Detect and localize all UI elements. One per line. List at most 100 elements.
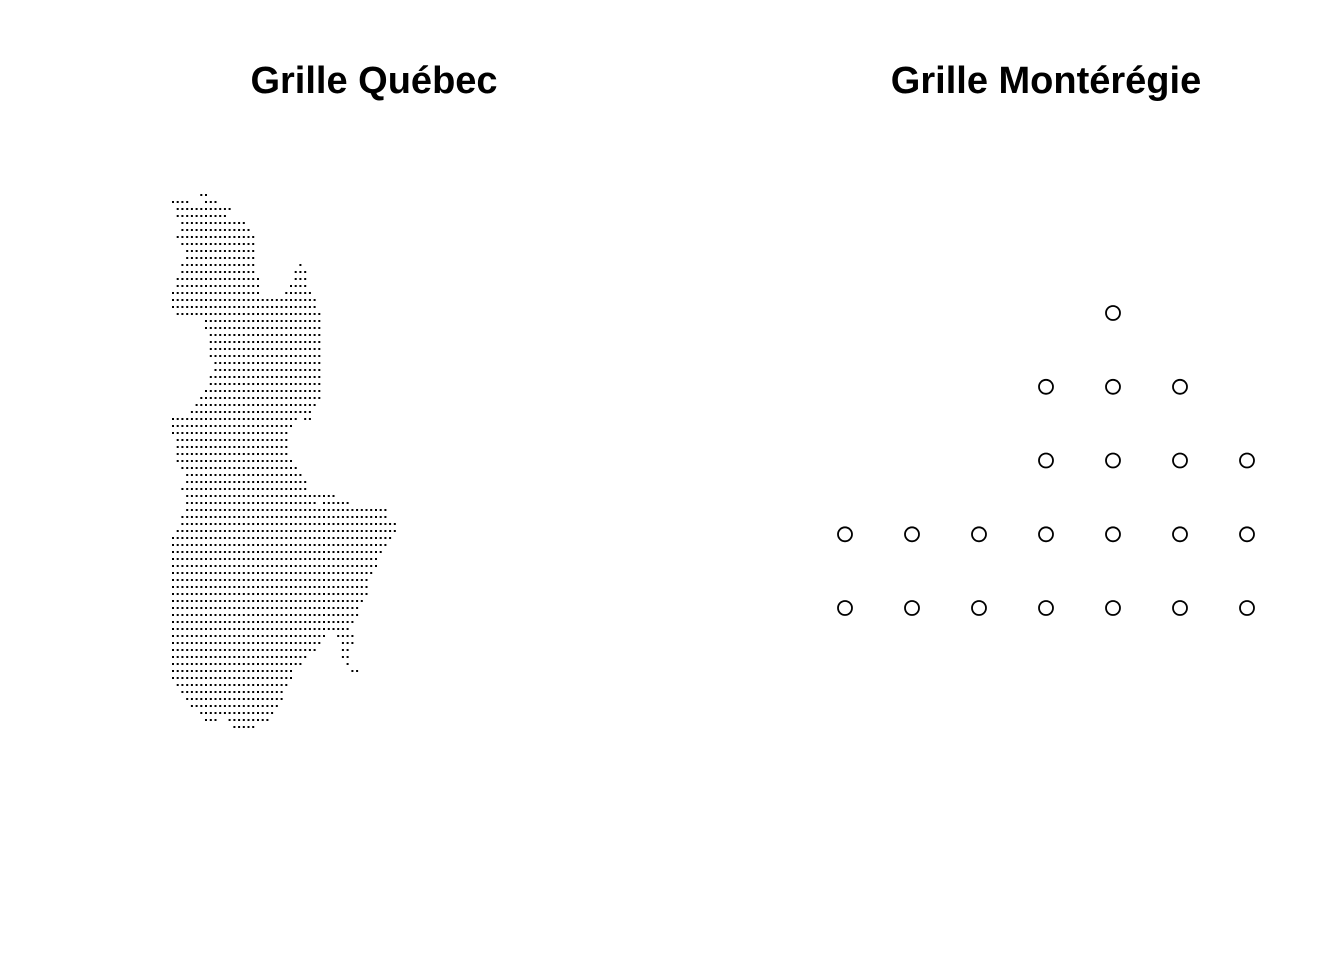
quebec-grid-point: [275, 607, 278, 609]
quebec-grid-point: [252, 481, 255, 483]
quebec-grid-point: [209, 607, 212, 609]
quebec-grid-point: [223, 586, 226, 588]
quebec-grid-point: [299, 376, 302, 378]
quebec-grid-point: [200, 509, 203, 511]
quebec-grid-point: [318, 607, 321, 609]
quebec-grid-point: [365, 551, 368, 553]
quebec-grid-point: [242, 663, 245, 665]
quebec-grid-point: [190, 663, 193, 665]
quebec-grid-point: [223, 229, 226, 231]
quebec-grid-point: [280, 460, 283, 462]
quebec-grid-point: [186, 607, 189, 609]
quebec-grid-point: [275, 677, 278, 679]
quebec-grid-point: [247, 705, 250, 707]
quebec-grid-point: [280, 474, 283, 476]
quebec-grid-point: [219, 320, 222, 322]
quebec-grid-point: [285, 446, 288, 448]
quebec-grid-point: [205, 677, 207, 679]
quebec-grid-point: [233, 642, 236, 644]
quebec-grid-point: [200, 264, 203, 266]
quebec-grid-point: [172, 628, 174, 630]
quebec-grid-point: [214, 446, 217, 448]
quebec-grid-point: [351, 670, 354, 672]
quebec-grid-point: [257, 705, 259, 707]
quebec-grid-point: [257, 327, 259, 329]
quebec-grid-point: [200, 537, 203, 539]
quebec-grid-point: [186, 495, 189, 497]
quebec-grid-point: [290, 544, 292, 546]
quebec-grid-point: [233, 474, 236, 476]
quebec-grid-point: [285, 425, 288, 427]
quebec-grid-point: [200, 432, 203, 434]
quebec-grid-point: [294, 656, 297, 658]
quebec-grid-point: [223, 572, 226, 574]
quebec-grid-point: [299, 593, 302, 595]
quebec-grid-point: [332, 572, 335, 574]
quebec-grid-point: [233, 460, 236, 462]
quebec-grid-point: [228, 362, 231, 364]
quebec-grid-point: [290, 523, 292, 525]
quebec-grid-point: [257, 663, 259, 665]
quebec-grid-point: [280, 481, 283, 483]
quebec-grid-point: [318, 565, 321, 567]
quebec-grid-point: [275, 327, 278, 329]
quebec-grid-point: [247, 530, 250, 532]
quebec-grid-point: [233, 467, 236, 469]
quebec-grid-point: [389, 537, 392, 539]
quebec-grid-point: [205, 215, 207, 217]
quebec-grid-point: [242, 376, 245, 378]
quebec-grid-point: [304, 537, 307, 539]
quebec-grid-point: [228, 579, 231, 581]
quebec-grid-point: [313, 523, 316, 525]
quebec-grid-point: [318, 523, 321, 525]
quebec-grid-point: [233, 691, 236, 693]
quebec-grid-point: [209, 257, 212, 259]
quebec-grid-point: [176, 201, 179, 203]
quebec-grid-point: [228, 264, 231, 266]
quebec-grid-point: [181, 201, 184, 203]
quebec-grid-point: [247, 313, 250, 315]
quebec-grid-point: [233, 264, 236, 266]
quebec-grid-point: [266, 495, 269, 497]
quebec-grid-point: [242, 271, 245, 273]
quebec-grid-point: [271, 383, 274, 385]
quebec-grid-point: [261, 719, 264, 721]
quebec-grid-point: [247, 348, 250, 350]
quebec-grid-point: [214, 635, 217, 637]
quebec-grid-point: [341, 516, 344, 518]
quebec-grid-point: [299, 649, 302, 651]
quebec-grid-point: [290, 355, 292, 357]
quebec-grid-point: [242, 418, 245, 420]
quebec-grid-point: [238, 635, 241, 637]
quebec-grid-point: [233, 551, 236, 553]
quebec-grid-point: [280, 376, 283, 378]
quebec-grid-point: [214, 467, 217, 469]
quebec-grid-point: [299, 278, 302, 280]
quebec-grid-point: [233, 719, 236, 721]
quebec-grid-point: [209, 523, 212, 525]
quebec-grid-point: [223, 635, 226, 637]
quebec-grid-point: [200, 677, 203, 679]
quebec-grid-point: [360, 565, 363, 567]
quebec-grid-point: [280, 600, 283, 602]
quebec-grid-point: [304, 642, 307, 644]
quebec-grid-point: [351, 635, 354, 637]
quebec-grid-point: [261, 649, 264, 651]
quebec-grid-point: [190, 460, 193, 462]
quebec-grid-point: [214, 313, 217, 315]
quebec-grid-point: [252, 257, 255, 259]
quebec-grid-point: [304, 348, 307, 350]
quebec-grid-point: [223, 663, 226, 665]
quebec-grid-point: [209, 271, 212, 273]
quebec-grid-point: [252, 593, 255, 595]
quebec-grid-point: [313, 348, 316, 350]
quebec-grid-point: [247, 642, 250, 644]
quebec-grid-point: [195, 642, 198, 644]
quebec-grid-point: [228, 208, 231, 210]
quebec-grid-point: [280, 390, 283, 392]
quebec-grid-point: [172, 642, 174, 644]
quebec-grid-point: [214, 642, 217, 644]
quebec-grid-point: [313, 642, 316, 644]
quebec-grid-point: [186, 306, 189, 308]
quebec-grid-point: [266, 537, 269, 539]
